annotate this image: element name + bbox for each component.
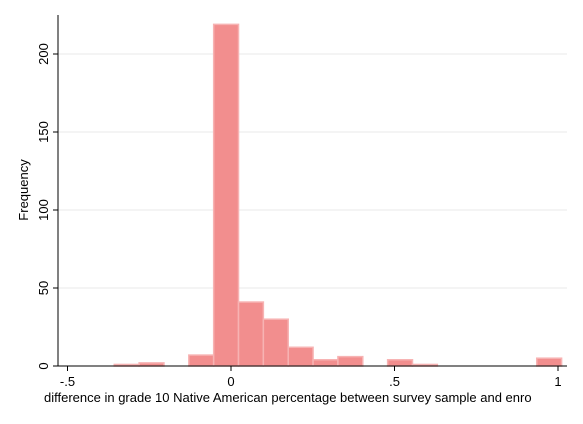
y-tick-label: 100 [36,199,51,221]
bars [113,23,563,367]
histogram-bar [212,23,240,367]
y-tick-label: 150 [36,121,51,143]
histogram-bar [337,355,364,367]
y-tick-label: 200 [36,43,51,65]
tick-labels: 0 50 100 150 200 -.5 0 .5 1 [36,43,562,389]
histogram-bar [188,354,215,367]
x-tick-label: 1 [554,374,561,389]
axes [57,15,567,367]
x-tick-label: 0 [227,374,234,389]
histogram-bar [287,346,314,367]
histogram-bar [262,318,289,367]
x-tick-label: .5 [389,374,400,389]
histogram-bar [312,359,339,367]
y-tick-label: 0 [36,362,51,369]
histogram-bar [386,359,414,367]
histogram-bar [535,357,563,367]
histogram-bar [237,301,265,367]
gridlines [58,53,567,289]
x-axis-title: difference in grade 10 Native American p… [44,390,532,405]
y-tick-label: 50 [36,281,51,295]
y-axis-title: Frequency [16,159,31,221]
x-tick-label: -.5 [60,374,75,389]
